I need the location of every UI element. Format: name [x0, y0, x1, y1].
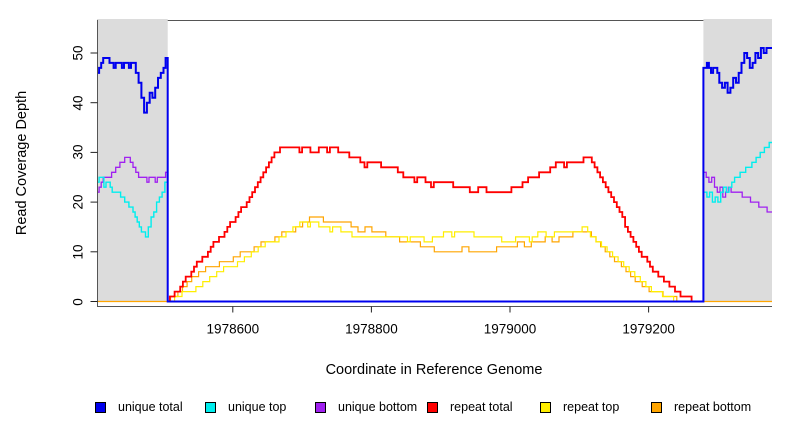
shaded-repeat-boundary-bands [97, 19, 772, 302]
legend-label: unique top [228, 400, 287, 414]
legend-label: repeat total [450, 400, 513, 414]
y-tick-label: 0 [70, 297, 86, 306]
y-tick-label: 10 [70, 244, 86, 260]
legend-swatch-icon [315, 402, 326, 413]
y-axis-title: Read Coverage Depth [14, 90, 30, 236]
x-axis-title: Coordinate in Reference Genome [325, 362, 543, 378]
legend-label: repeat top [563, 400, 620, 414]
y-tick-label: 40 [70, 95, 86, 111]
y-tick-label: 30 [70, 144, 86, 160]
series-line-repeat-top [171, 221, 682, 303]
axis-ticks [90, 52, 650, 313]
legend-label: repeat bottom [674, 400, 752, 414]
series-line-unique-top [97, 141, 772, 303]
y-tick-label: 50 [70, 45, 86, 61]
legend-item-unique-bottom: unique bottom [315, 401, 417, 414]
plot-frame [97, 20, 772, 307]
legend-swatch-icon [540, 402, 551, 413]
legend-item-unique-top: unique top [205, 401, 286, 414]
legend-swatch-icon [427, 402, 438, 413]
legend-item-unique-total: unique total [95, 401, 183, 414]
legend-item-repeat-total: repeat total [427, 401, 513, 414]
legend-item-repeat-bottom: repeat bottom [651, 401, 751, 414]
x-tick-label: 1978800 [345, 321, 398, 337]
series-line-repeat-total [167, 146, 700, 303]
series-line-repeat-bottom [97, 216, 772, 303]
series-line-unique-total [97, 47, 772, 303]
x-tick-label: 1979000 [483, 321, 537, 337]
y-tick-label: 20 [70, 194, 86, 210]
coverage-series-lines [97, 47, 772, 303]
x-tick-label: 1979200 [622, 321, 675, 337]
legend-swatch-icon [205, 402, 216, 413]
boundary-band-right [703, 19, 772, 302]
legend-label: unique total [118, 400, 183, 414]
legend-item-repeat-top: repeat top [540, 401, 619, 414]
series-line-unique-bottom [97, 156, 772, 303]
legend-label: unique bottom [338, 400, 418, 414]
x-tick-label: 1978600 [206, 321, 260, 337]
legend-swatch-icon [651, 402, 662, 413]
legend-swatch-icon [95, 402, 106, 413]
boundary-band-left [97, 19, 168, 302]
